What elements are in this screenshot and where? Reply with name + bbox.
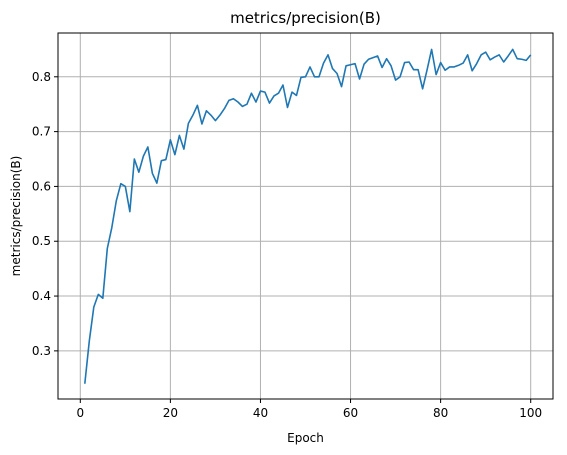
x-tick-label: 80 bbox=[433, 406, 448, 420]
y-tick-label: 0.7 bbox=[32, 125, 51, 139]
x-tick-label: 60 bbox=[343, 406, 358, 420]
y-tick-label: 0.4 bbox=[32, 289, 51, 303]
precision-series-line bbox=[84, 48, 532, 384]
y-tick-label: 0.5 bbox=[32, 234, 51, 248]
x-axis-label: Epoch bbox=[287, 431, 324, 445]
ticks: 0 20 40 60 80 100 0.3 0.4 0.5 0.6 0.7 0.8 bbox=[32, 70, 542, 420]
x-tick-label: 40 bbox=[253, 406, 268, 420]
y-axis-label: metrics/precision(B) bbox=[9, 156, 23, 277]
y-tick-label: 0.6 bbox=[32, 179, 51, 193]
series bbox=[84, 48, 532, 384]
x-tick-label: 100 bbox=[519, 406, 542, 420]
axes-frame bbox=[57, 32, 554, 400]
grid bbox=[58, 33, 553, 399]
x-tick-label: 0 bbox=[76, 406, 84, 420]
y-tick-label: 0.8 bbox=[32, 70, 51, 84]
y-tick-label: 0.3 bbox=[32, 344, 51, 358]
chart-title: metrics/precision(B) bbox=[230, 9, 381, 27]
x-tick-label: 20 bbox=[163, 406, 178, 420]
